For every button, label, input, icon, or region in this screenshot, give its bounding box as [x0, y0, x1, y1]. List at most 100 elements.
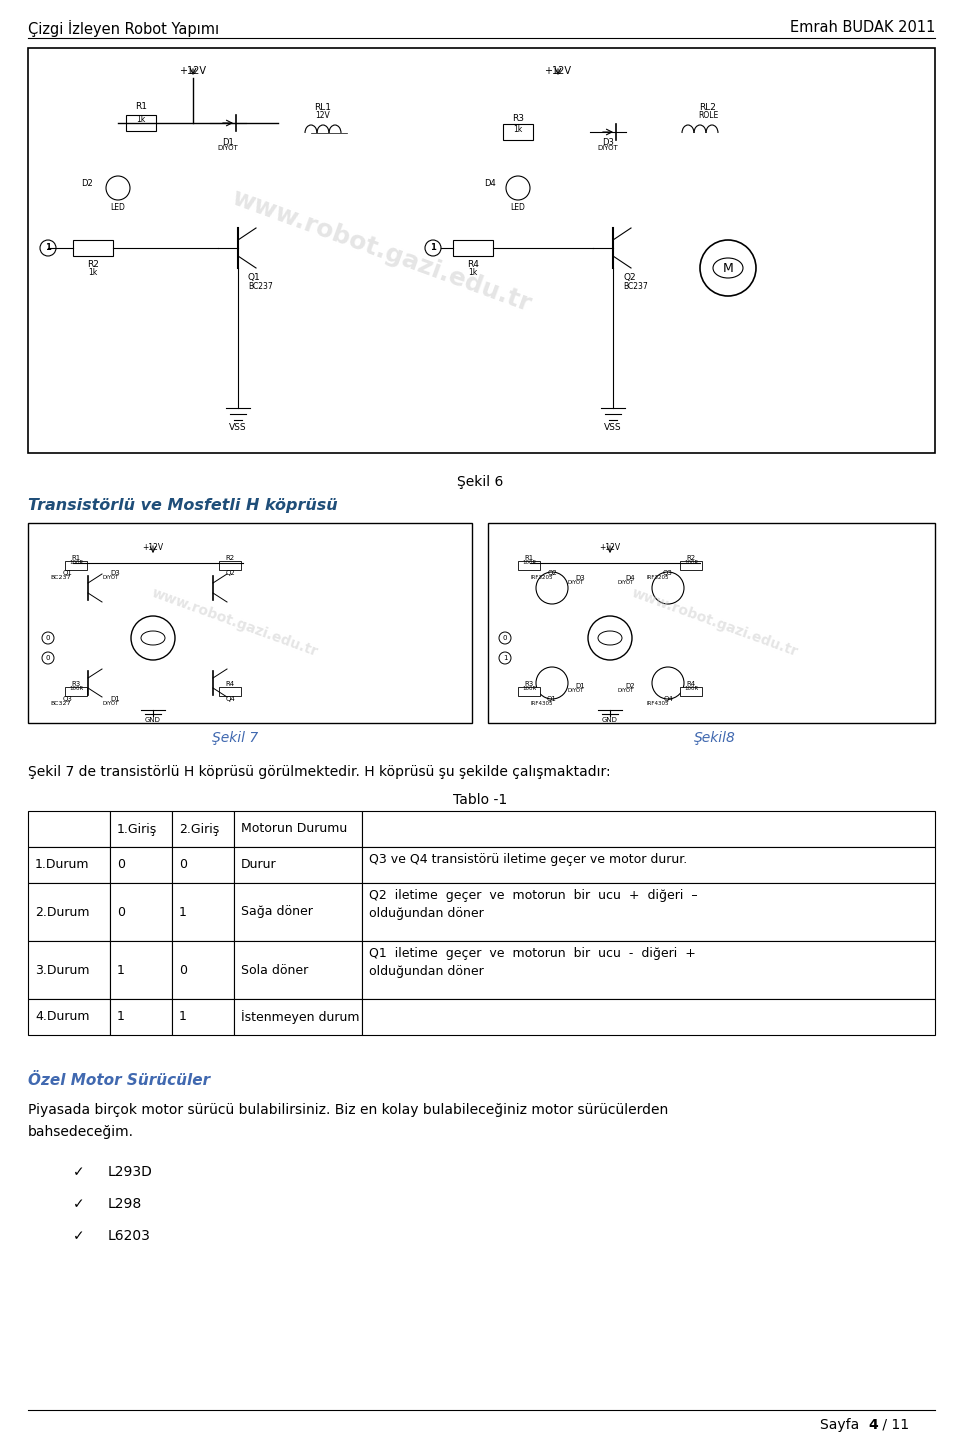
- Bar: [110, 811, 172, 847]
- Bar: [362, 940, 935, 999]
- Text: R2: R2: [686, 555, 696, 561]
- Text: +12V: +12V: [180, 66, 206, 76]
- Text: Q1: Q1: [63, 569, 73, 577]
- Text: 1.Durum: 1.Durum: [35, 858, 89, 871]
- Text: 100R: 100R: [522, 686, 536, 692]
- Bar: [126, 115, 156, 131]
- Text: 1: 1: [45, 243, 51, 253]
- Bar: [234, 940, 362, 999]
- Bar: [234, 999, 362, 1035]
- Bar: [65, 561, 87, 569]
- Text: R3: R3: [524, 682, 534, 687]
- Text: 1k: 1k: [136, 115, 146, 125]
- Circle shape: [588, 615, 632, 660]
- Text: www.robot.gazi.edu.tr: www.robot.gazi.edu.tr: [150, 587, 320, 660]
- Text: R3: R3: [512, 114, 524, 124]
- Bar: [362, 999, 935, 1035]
- Text: R1: R1: [71, 555, 81, 561]
- Text: 0: 0: [503, 636, 507, 641]
- Text: R1: R1: [524, 555, 534, 561]
- Text: 0: 0: [117, 858, 125, 871]
- Text: 1: 1: [117, 1011, 125, 1024]
- Text: Emrah BUDAK 2011: Emrah BUDAK 2011: [790, 20, 935, 35]
- Bar: [362, 847, 935, 883]
- Text: ✓: ✓: [73, 1229, 84, 1242]
- Text: 1: 1: [430, 243, 436, 253]
- Text: BC237: BC237: [623, 282, 648, 290]
- Text: 0: 0: [179, 858, 187, 871]
- Circle shape: [106, 175, 130, 200]
- Bar: [110, 940, 172, 999]
- Text: BC237: BC237: [51, 575, 71, 580]
- Text: Q4: Q4: [227, 696, 236, 702]
- Circle shape: [40, 240, 56, 256]
- Bar: [172, 999, 234, 1035]
- Text: Q2  iletime  geçer  ve  motorun  bir  ucu  +  diğeri  –
olduğundan döner: Q2 iletime geçer ve motorun bir ucu + di…: [369, 889, 698, 920]
- Circle shape: [42, 631, 54, 644]
- Text: R4: R4: [468, 260, 479, 269]
- Text: Q1  iletime  geçer  ve  motorun  bir  ucu  -  diğeri  +
olduğundan döner: Q1 iletime geçer ve motorun bir ucu - di…: [369, 948, 696, 978]
- Text: 1k: 1k: [468, 267, 478, 278]
- Text: R3: R3: [71, 682, 81, 687]
- Circle shape: [536, 572, 568, 604]
- Text: 0: 0: [46, 636, 50, 641]
- Text: L293D: L293D: [108, 1165, 153, 1179]
- Text: D3: D3: [602, 138, 614, 147]
- Text: DIYOT: DIYOT: [567, 580, 585, 585]
- Text: L6203: L6203: [108, 1229, 151, 1242]
- Bar: [453, 240, 493, 256]
- Text: D1: D1: [222, 138, 234, 147]
- Text: BC237: BC237: [248, 282, 273, 290]
- Text: +12V: +12V: [599, 544, 620, 552]
- Text: Q3: Q3: [63, 696, 73, 702]
- Text: Şekil 6: Şekil 6: [457, 475, 503, 489]
- Text: D1: D1: [110, 696, 120, 702]
- Text: D4: D4: [625, 575, 635, 581]
- Text: ✓: ✓: [73, 1165, 84, 1179]
- Text: Q2: Q2: [547, 569, 557, 577]
- Text: Sola döner: Sola döner: [241, 963, 308, 976]
- Text: 2.Durum: 2.Durum: [35, 906, 89, 919]
- Text: DIYOT: DIYOT: [618, 580, 635, 585]
- Text: 0: 0: [46, 654, 50, 661]
- Circle shape: [536, 667, 568, 699]
- Text: Motorun Durumu: Motorun Durumu: [241, 823, 348, 835]
- Text: D2: D2: [625, 683, 635, 689]
- Text: Şekil 7 de transistörlü H köprüsü görülmektedir. H köprüsü şu şekilde çalışmakta: Şekil 7 de transistörlü H köprüsü görülm…: [28, 765, 611, 779]
- Text: 100R: 100R: [684, 686, 698, 692]
- Text: D3: D3: [110, 569, 120, 577]
- Text: 1: 1: [179, 1011, 187, 1024]
- Bar: [172, 847, 234, 883]
- Text: IRF4305: IRF4305: [647, 700, 669, 706]
- Circle shape: [425, 240, 441, 256]
- Text: 1k: 1k: [514, 125, 522, 135]
- Text: ✓: ✓: [73, 1196, 84, 1211]
- Text: Durur: Durur: [241, 858, 276, 871]
- Text: LED: LED: [110, 203, 126, 211]
- Text: İstenmeyen durum: İstenmeyen durum: [241, 1009, 359, 1024]
- Circle shape: [42, 651, 54, 664]
- Text: +12V: +12V: [544, 66, 571, 76]
- Bar: [28, 940, 110, 999]
- Text: Sayfa: Sayfa: [820, 1418, 864, 1432]
- Text: IRF4305: IRF4305: [531, 700, 553, 706]
- Text: Piyasada birçok motor sürücü bulabilirsiniz. Biz en kolay bulabileceğiniz motor : Piyasada birçok motor sürücü bulabilirsi…: [28, 1103, 668, 1117]
- Bar: [518, 561, 540, 569]
- Text: 1.Giriş: 1.Giriş: [117, 823, 157, 835]
- Text: DIYOT: DIYOT: [598, 145, 618, 151]
- Bar: [680, 687, 702, 696]
- Text: 100R: 100R: [522, 559, 536, 565]
- Text: Q2: Q2: [623, 273, 636, 282]
- Text: 100R: 100R: [684, 559, 698, 565]
- Bar: [110, 999, 172, 1035]
- Text: ROLE: ROLE: [698, 111, 718, 119]
- Bar: [234, 883, 362, 940]
- Circle shape: [131, 615, 175, 660]
- Circle shape: [499, 631, 511, 644]
- Text: DIYOT: DIYOT: [567, 687, 585, 693]
- Text: 4: 4: [868, 1418, 877, 1432]
- Text: Şekil 7: Şekil 7: [212, 731, 258, 745]
- Text: 0: 0: [117, 906, 125, 919]
- Text: VSS: VSS: [229, 423, 247, 431]
- Text: Özel Motor Sürücüler: Özel Motor Sürücüler: [28, 1073, 210, 1089]
